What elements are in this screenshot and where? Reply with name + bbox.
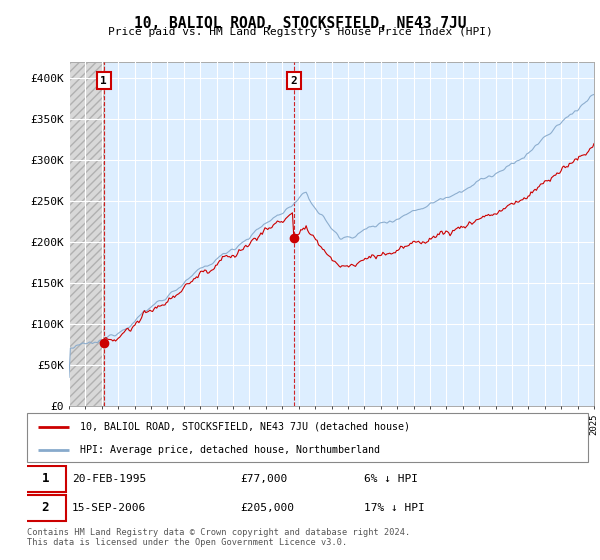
- Bar: [69, 62, 104, 406]
- Text: £77,000: £77,000: [240, 474, 287, 484]
- Text: 2: 2: [290, 76, 297, 86]
- Text: 10, BALIOL ROAD, STOCKSFIELD, NE43 7JU: 10, BALIOL ROAD, STOCKSFIELD, NE43 7JU: [134, 16, 466, 31]
- FancyBboxPatch shape: [24, 466, 66, 492]
- Text: 20-FEB-1995: 20-FEB-1995: [72, 474, 146, 484]
- Text: £205,000: £205,000: [240, 503, 294, 513]
- Text: 15-SEP-2006: 15-SEP-2006: [72, 503, 146, 513]
- Text: Price paid vs. HM Land Registry's House Price Index (HPI): Price paid vs. HM Land Registry's House …: [107, 27, 493, 37]
- Text: 1: 1: [100, 76, 107, 86]
- Text: 10, BALIOL ROAD, STOCKSFIELD, NE43 7JU (detached house): 10, BALIOL ROAD, STOCKSFIELD, NE43 7JU (…: [80, 422, 410, 432]
- Text: 17% ↓ HPI: 17% ↓ HPI: [364, 503, 424, 513]
- FancyBboxPatch shape: [24, 495, 66, 521]
- Text: 2: 2: [41, 501, 49, 514]
- Text: 6% ↓ HPI: 6% ↓ HPI: [364, 474, 418, 484]
- Text: Contains HM Land Registry data © Crown copyright and database right 2024.
This d: Contains HM Land Registry data © Crown c…: [27, 528, 410, 547]
- Text: HPI: Average price, detached house, Northumberland: HPI: Average price, detached house, Nort…: [80, 445, 380, 455]
- Text: 1: 1: [41, 473, 49, 486]
- FancyBboxPatch shape: [27, 413, 588, 462]
